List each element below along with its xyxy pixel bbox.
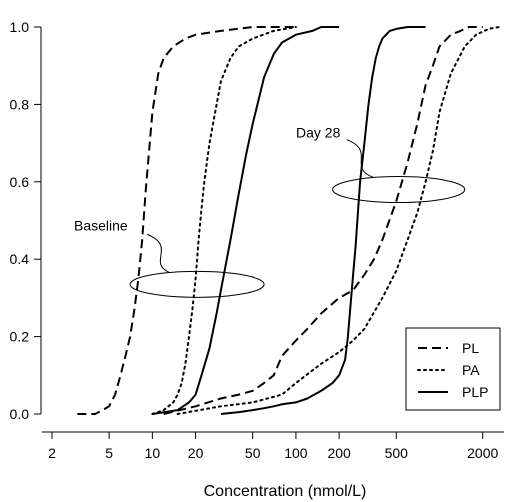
baseline-ellipse (129, 270, 265, 298)
x-tick-label: 2 (48, 445, 56, 461)
legend-label-plp: PLP (462, 384, 488, 400)
axes: 2 5 10 20 50 100 200 500 2000 0.0 0.2 0.4 0.6 0.8 1.0 (10, 19, 504, 461)
y-tick-label: 0.0 (10, 406, 30, 422)
day28-label: Day 28 (296, 125, 341, 141)
series-line-baseline-plp (152, 26, 340, 415)
x-tick-label: 2000 (467, 445, 498, 461)
series-line-baseline-pl (77, 26, 296, 415)
series-lines (77, 26, 501, 415)
x-tick-label: 200 (327, 445, 351, 461)
baseline-label: Baseline (74, 217, 128, 233)
x-tick-label: 50 (245, 445, 261, 461)
series-line-baseline-pa (151, 26, 297, 415)
series-line-day28-pa (176, 26, 501, 415)
legend-label-pl: PL (462, 340, 479, 356)
baseline-leader (146, 233, 170, 273)
y-tick-label: 0.8 (10, 96, 30, 112)
y-tick-label: 1.0 (10, 19, 30, 35)
x-tick-label: 100 (284, 445, 308, 461)
series-line-day28-plp (220, 26, 426, 415)
legend-box (405, 327, 501, 411)
x-axis-title: Concentration (nmol/L) (204, 483, 367, 500)
y-tick-label: 0.2 (10, 329, 30, 345)
legend: PL PA PLP (405, 327, 501, 411)
x-tick-label: 5 (105, 445, 113, 461)
y-tick-label: 0.6 (10, 174, 30, 190)
y-tick-label: 0.4 (10, 251, 30, 267)
x-tick-label: 500 (385, 445, 409, 461)
x-tick-label: 10 (145, 445, 161, 461)
day28-leader (346, 139, 374, 179)
day28-ellipse (332, 176, 466, 204)
legend-label-pa: PA (462, 362, 480, 378)
x-tick-label: 20 (188, 445, 204, 461)
annotations: Baseline Day 28 (74, 125, 466, 298)
series-line-day28-pl (163, 26, 483, 415)
